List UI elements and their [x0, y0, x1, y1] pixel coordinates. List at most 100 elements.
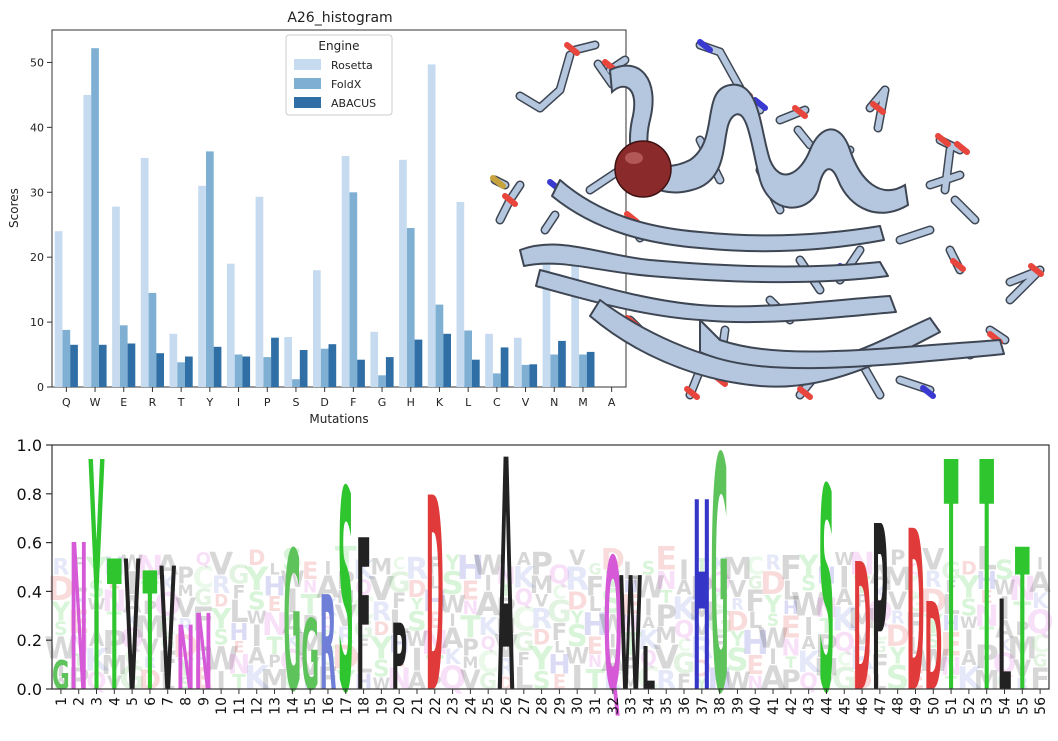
logo-letter-S-pos-17: S [338, 434, 354, 737]
logo-background-letter: Q [280, 644, 306, 679]
logo-background-letter: D [248, 546, 265, 570]
legend-title: Engine [318, 39, 359, 53]
logo-background-letter: N [421, 623, 449, 662]
logo-y-tick-label: 0.6 [17, 534, 42, 553]
logo-background-letter: S [214, 626, 229, 650]
logo-x-tick-label: 18 [357, 697, 373, 715]
logo-background-letter: C [352, 591, 375, 627]
x-tick-label: P [264, 396, 271, 409]
bar-rosetta-G [370, 331, 379, 387]
logo-background-letter: P [302, 612, 317, 636]
logo-background-letter: T [232, 670, 246, 694]
logo-background-letter: T [301, 588, 320, 621]
logo-background-letter: K [998, 636, 1012, 656]
logo-background-letter: P [496, 593, 516, 624]
logo-x-tick-label: 50 [926, 697, 942, 715]
logo-letter-group-4: T [107, 525, 122, 733]
logo-x-tick-label: 55 [1015, 697, 1031, 715]
logo-background-letter: F [73, 555, 85, 575]
bar-rosetta-P [255, 196, 264, 387]
bar-foldx-G [378, 375, 386, 387]
logo-background-letter: W [88, 594, 106, 613]
logo-background-letter: E [108, 572, 120, 593]
logo-background-letter: Q [867, 595, 893, 630]
logo-background-letter: H [457, 548, 485, 587]
logo-background-letter: C [997, 670, 1012, 694]
logo-letter-group-37: H [693, 448, 711, 741]
logo-letter-S-pos-44: S [819, 430, 835, 737]
logo-x-tick-label: 25 [481, 697, 497, 715]
logo-background-letter: H [908, 652, 922, 672]
logo-x-tick-label: 37 [695, 697, 711, 715]
logo-background-letter: N [496, 564, 515, 590]
logo-background-letter: V [300, 652, 320, 681]
logo-background-letter: V [209, 546, 233, 582]
logo-background-letter: P [621, 652, 639, 681]
histogram-plot-frame [51, 29, 627, 388]
logo-background-letter: G [388, 566, 411, 599]
logo-background-letter: Y [410, 594, 423, 613]
y-tick-label: 30 [30, 186, 44, 199]
legend-swatch-foldx [294, 78, 321, 89]
logo-background-letter: C [1031, 629, 1049, 658]
logo-background-letter: G [588, 559, 601, 578]
bar-abacus-I [242, 356, 251, 387]
legend-label-foldx: FoldX [331, 78, 362, 91]
logo-background-letter: I [91, 607, 101, 638]
logo-background-letter: P [268, 652, 280, 672]
logo-background-letter: Y [729, 627, 745, 651]
stick-hetero-atom [797, 386, 813, 400]
logo-background-letter: H [70, 589, 88, 613]
logo-background-letter: Q [355, 576, 372, 600]
logo-background-letter: T [979, 624, 994, 649]
logo-background-letter: R [52, 555, 69, 580]
bar-rosetta-E [112, 206, 120, 387]
logo-background-letter: K [353, 555, 375, 586]
x-tick-label: V [522, 396, 530, 409]
logo-background-letter: I [449, 611, 455, 631]
logo-background-letter: D [173, 629, 199, 665]
logo-background-letter: N [136, 548, 164, 587]
bar-foldx-T [177, 362, 185, 387]
logo-letter-group-34: L [642, 636, 656, 704]
logo-background-letter: T [266, 632, 283, 660]
logo-x-tick-label: 44 [820, 697, 836, 715]
logo-letter-group-16: R [320, 568, 337, 720]
logo-background-letter: V [569, 546, 586, 570]
logo-background-letter: I [609, 631, 616, 653]
logo-background-letter: P [337, 566, 355, 595]
protein-beta-sheet [519, 179, 1005, 388]
logo-background-letter: H [817, 564, 836, 590]
logo-background-letter: C [393, 555, 405, 575]
logo-x-tick-label: 56 [1033, 697, 1049, 715]
logo-background-letter: W [44, 632, 77, 667]
logo-background-letter: E [781, 611, 802, 646]
logo-x-tick-label: 41 [766, 697, 782, 715]
stick-hetero-atom [684, 386, 700, 400]
logo-background-letter: Y [176, 654, 195, 682]
protein-structure-image [490, 39, 1045, 400]
logo-background-letter: A [676, 576, 692, 600]
logo-letter-group-33: W [619, 546, 643, 727]
logo-background-letter: S [961, 596, 978, 622]
logo-background-letter: V [369, 569, 395, 608]
x-tick-label: W [90, 396, 101, 409]
logo-background-letter: V [494, 629, 518, 665]
logo-background-letter: C [193, 561, 214, 595]
logo-background-letter: G [707, 603, 733, 641]
bar-abacus-P [271, 337, 279, 387]
logo-background-letter: K [638, 625, 660, 656]
logo-x-tick-label: 51 [944, 697, 960, 715]
logo-x-tick-label: 11 [232, 697, 248, 715]
logo-y-tick-label: 0.0 [17, 680, 42, 699]
logo-letter-T-pos-4: T [107, 525, 122, 733]
bar-foldx-H [406, 228, 415, 387]
logo-letter-G-pos-14: G [283, 512, 301, 735]
logo-background-letter: G [941, 557, 961, 585]
logo-letter-group-53: T [979, 396, 994, 741]
logo-background-letter: W [439, 591, 465, 619]
logo-background-letter: K [126, 611, 140, 631]
logo-background-letter: S [533, 666, 551, 695]
logo-background-letter: F [586, 571, 604, 602]
